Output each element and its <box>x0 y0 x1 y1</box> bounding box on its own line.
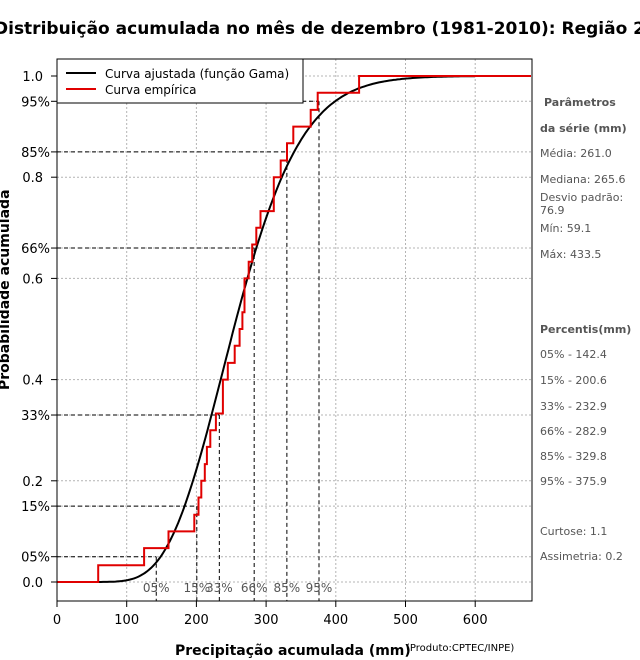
param-min: Mín: 59.1 <box>540 222 592 235</box>
percentil-05: 05% - 142.4 <box>540 348 607 361</box>
x-tick-label-600: 600 <box>463 613 488 628</box>
percentile-label-15%: 15% <box>183 581 210 595</box>
x-tick-label-300: 300 <box>254 613 279 628</box>
percentis-heading: Percentis(mm) <box>540 323 632 336</box>
y-pct-label-33%: 33% <box>21 409 50 424</box>
plot-frame <box>56 58 533 602</box>
percentile-label-05%: 05% <box>143 581 170 595</box>
y-tick-label-0.6: 0.6 <box>22 272 43 287</box>
percentile-label-85%: 85% <box>274 581 301 595</box>
percentil-95: 95% - 375.9 <box>540 475 607 488</box>
x-tick-label-500: 500 <box>393 613 418 628</box>
y-tick-label-0.2: 0.2 <box>22 475 43 490</box>
stat-curtose: Curtose: 1.1 <box>540 525 608 538</box>
param-median: Mediana: 265.6 <box>540 173 626 186</box>
x-axis-label: Precipitação acumulada (mm) <box>175 643 411 659</box>
param-sd: Desvio padrão: 76.9 <box>540 191 624 217</box>
product-credit: (Produto:CPTEC/INPE) <box>406 643 515 654</box>
percentile-label-33%: 33% <box>206 581 233 595</box>
stat-assimetria: Assimetria: 0.2 <box>540 550 623 563</box>
y-pct-label-05%: 05% <box>21 551 50 566</box>
x-tick-label-0: 0 <box>53 613 61 628</box>
y-pct-label-66%: 66% <box>21 242 50 257</box>
params-heading-1: Parâmetros <box>544 96 616 109</box>
x-tick-label-400: 400 <box>323 613 348 628</box>
percentil-66: 66% - 282.9 <box>540 425 607 438</box>
percentil-33: 33% - 232.9 <box>540 400 607 413</box>
percentile-label-66%: 66% <box>241 581 268 595</box>
y-axis-label: Probabilidade acumulada <box>0 189 13 390</box>
y-pct-label-15%: 15% <box>21 500 50 515</box>
y-tick-label-1.0: 1.0 <box>22 70 43 85</box>
percentil-85: 85% - 329.8 <box>540 450 607 463</box>
params-heading-2: da série (mm) <box>540 122 627 135</box>
gamma-fit-curve <box>57 75 476 583</box>
legend-label-0: Curva ajustada (função Gama) <box>105 67 289 81</box>
percentile-label-95%: 95% <box>306 581 333 595</box>
param-mean: Média: 261.0 <box>540 147 612 160</box>
legend-label-1: Curva empírica <box>105 83 196 97</box>
y-pct-label-95%: 95% <box>21 95 50 110</box>
y-pct-label-85%: 85% <box>21 146 50 161</box>
y-tick-label-0.8: 0.8 <box>22 171 43 186</box>
percentil-15: 15% - 200.6 <box>540 374 607 387</box>
legend-box <box>56 58 304 104</box>
y-tick-label-0.4: 0.4 <box>22 374 43 389</box>
chart-title: Distribuição acumulada no mês de dezembr… <box>0 19 640 39</box>
x-tick-label-200: 200 <box>184 613 209 628</box>
y-tick-label-0.0: 0.0 <box>22 576 43 591</box>
empirical-step-curve <box>57 75 531 583</box>
param-max: Máx: 433.5 <box>540 248 602 261</box>
x-tick-label-100: 100 <box>114 613 139 628</box>
